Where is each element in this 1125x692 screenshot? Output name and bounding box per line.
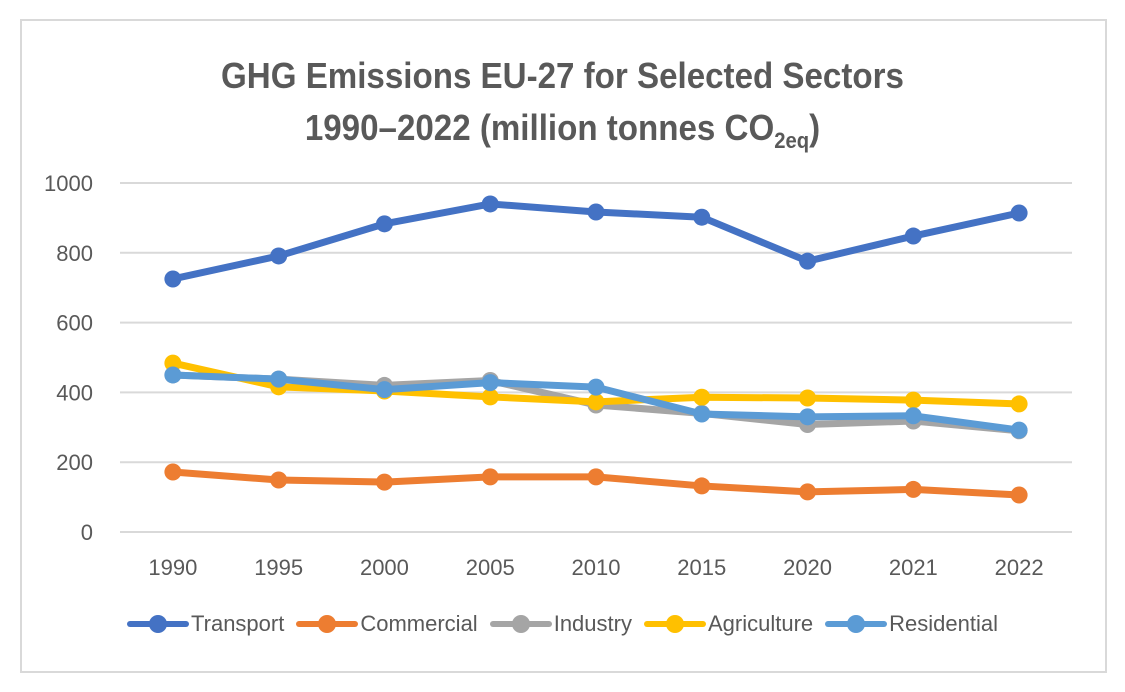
- data-point-transport: [1010, 204, 1028, 222]
- chart-frame: [20, 19, 1107, 673]
- x-axis-ticks: 1990 1995 2000 2005 2010 2015 2020 2021 2022: [148, 555, 1043, 580]
- chart-title-line1: GHG Emissions EU-27 for Selected Sectors: [221, 55, 904, 96]
- chart-title-line2-end: ): [809, 107, 821, 148]
- data-point-agriculture: [481, 388, 499, 406]
- data-point-residential: [904, 407, 922, 425]
- legend-label: Residential: [889, 611, 998, 636]
- data-point-agriculture: [1010, 395, 1028, 413]
- data-point-agriculture: [693, 388, 711, 406]
- legend-label: Agriculture: [707, 611, 814, 636]
- legend-item-industry: Industry: [489, 611, 632, 637]
- data-point-transport: [799, 252, 817, 270]
- series-group: [164, 195, 1028, 504]
- legend-swatch: [127, 615, 190, 633]
- legend-label: Transport: [191, 611, 285, 636]
- data-point-commercial: [1010, 486, 1028, 504]
- x-tick-label: 2021: [889, 555, 938, 580]
- data-point-transport: [481, 195, 499, 213]
- data-point-transport: [270, 247, 288, 265]
- series-residential: [164, 366, 1028, 439]
- x-tick-label: 1995: [254, 555, 303, 580]
- legend-marker: [665, 615, 684, 633]
- legend-item-transport: Transport: [127, 611, 284, 637]
- x-tick-label: 2010: [572, 555, 621, 580]
- chart-title-line2-main: 1990–2022 (million tonnes CO: [304, 107, 775, 148]
- data-point-residential: [375, 381, 393, 399]
- data-point-residential: [693, 405, 711, 423]
- x-tick-label: 2022: [995, 555, 1044, 580]
- data-point-residential: [799, 408, 817, 426]
- chart-title: GHG Emissions EU-27 for Selected Sectors…: [45, 50, 1080, 154]
- data-point-transport: [587, 203, 605, 221]
- legend-item-residential: Residential: [825, 611, 998, 637]
- data-point-transport: [375, 215, 393, 233]
- data-point-residential: [1010, 421, 1028, 439]
- data-point-commercial: [799, 483, 817, 501]
- data-point-transport: [164, 270, 182, 288]
- data-point-commercial: [270, 471, 288, 489]
- data-point-agriculture: [799, 389, 817, 407]
- y-tick-label: 1000: [44, 171, 93, 196]
- legend-marker: [149, 615, 168, 633]
- data-point-commercial: [375, 473, 393, 491]
- data-point-commercial: [904, 480, 922, 498]
- data-point-commercial: [481, 468, 499, 486]
- y-tick-label: 400: [56, 380, 93, 405]
- legend-swatch: [825, 615, 888, 633]
- data-point-agriculture: [904, 391, 922, 409]
- legend: Transport Commercial Industry Agriculture Re…: [0, 611, 1125, 637]
- series-commercial: [164, 463, 1028, 504]
- data-point-commercial: [587, 468, 605, 486]
- legend-marker: [847, 615, 866, 633]
- data-point-residential: [587, 378, 605, 396]
- data-point-residential: [270, 370, 288, 388]
- legend-swatch: [296, 615, 359, 633]
- x-tick-label: 1990: [148, 555, 197, 580]
- legend-item-commercial: Commercial: [296, 611, 478, 637]
- chart-title-subscript: 2eq: [774, 128, 810, 153]
- legend-swatch: [489, 615, 552, 633]
- legend-label: Industry: [553, 611, 632, 636]
- legend-item-agriculture: Agriculture: [643, 611, 814, 637]
- legend-marker: [318, 615, 337, 633]
- data-point-agriculture: [587, 393, 605, 411]
- x-tick-label: 2020: [783, 555, 832, 580]
- data-point-residential: [164, 366, 182, 384]
- x-tick-label: 2015: [677, 555, 726, 580]
- legend-swatch: [643, 615, 706, 633]
- y-axis-ticks: 0 200 400 600 800 1000: [44, 171, 93, 545]
- series-transport: [164, 195, 1028, 288]
- data-point-transport: [904, 227, 922, 245]
- legend-label: Commercial: [360, 611, 478, 636]
- data-point-agriculture: [164, 354, 182, 372]
- y-tick-label: 600: [56, 311, 93, 336]
- y-tick-label: 800: [56, 241, 93, 266]
- y-tick-label: 200: [56, 450, 93, 475]
- x-tick-label: 2000: [360, 555, 409, 580]
- data-point-transport: [693, 208, 711, 226]
- y-tick-label: 0: [81, 520, 93, 545]
- data-point-commercial: [164, 463, 182, 481]
- legend-marker: [511, 615, 530, 633]
- data-point-commercial: [693, 477, 711, 495]
- data-point-residential: [481, 374, 499, 392]
- chart-title-line2: 1990–2022 (million tonnes CO2eq): [45, 102, 1080, 154]
- x-tick-label: 2005: [466, 555, 515, 580]
